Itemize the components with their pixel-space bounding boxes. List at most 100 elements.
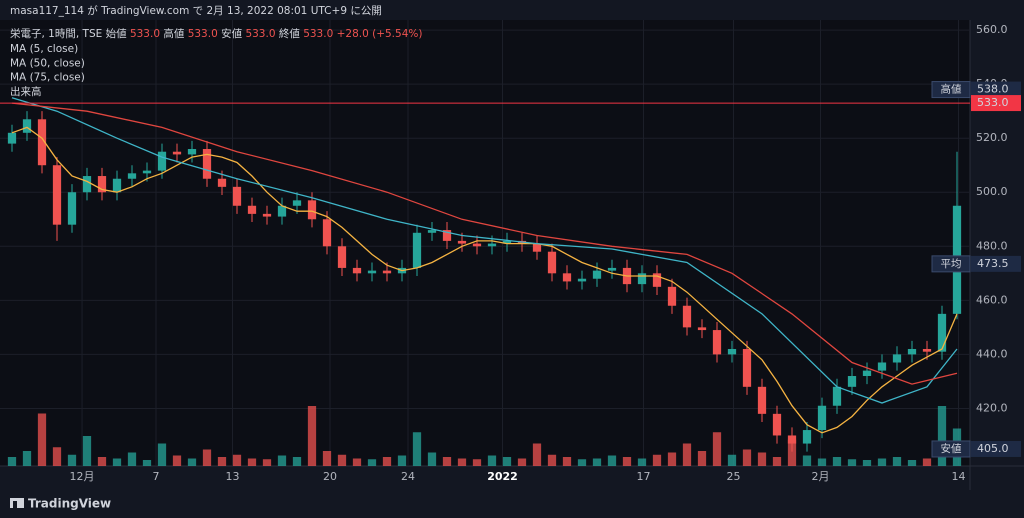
- candle-body: [37, 119, 47, 166]
- candle-body: [757, 386, 767, 414]
- volume-bar: [502, 457, 512, 466]
- volume-bar: [547, 454, 557, 466]
- price-value: 538.0: [977, 83, 1009, 96]
- candle-body: [472, 243, 482, 247]
- candle-body: [202, 149, 212, 179]
- volume-bar: [832, 457, 842, 466]
- legend-main: 栄電子, 1時間, TSE 始値 533.0 高値 533.0 安値 533.0…: [10, 27, 422, 40]
- ma-line: [11, 97, 958, 404]
- x-tick-label: 17: [637, 470, 651, 483]
- volume-bar: [937, 406, 947, 466]
- candle-body: [172, 151, 182, 155]
- legend-text: 始値: [106, 27, 127, 40]
- volume-bar: [922, 458, 932, 466]
- candle-body: [217, 178, 227, 187]
- candle-body: [142, 170, 152, 174]
- candle-body: [232, 186, 242, 206]
- volume-bar: [757, 452, 767, 466]
- candle-body: [367, 270, 377, 274]
- volume-bar: [802, 455, 812, 466]
- footer-logo: [10, 498, 24, 508]
- y-tick-label: 520.0: [976, 131, 1008, 144]
- x-tick-label: 14: [952, 470, 966, 483]
- plot-area: [0, 20, 970, 466]
- volume-bar: [112, 458, 122, 466]
- candle-body: [682, 305, 692, 328]
- candle-body: [262, 213, 272, 217]
- candle-body: [892, 354, 902, 363]
- candle-body: [802, 430, 812, 444]
- price-label-box: [931, 255, 971, 273]
- volume-bar: [367, 459, 377, 466]
- candle-body: [697, 327, 707, 331]
- candle-body: [322, 219, 332, 247]
- x-tick-label: 12月: [70, 470, 95, 483]
- candle-body: [337, 246, 347, 268]
- footer: TradingView: [28, 497, 111, 511]
- candle-body: [382, 270, 392, 274]
- candle-body: [292, 200, 302, 206]
- candle-body: [352, 267, 362, 274]
- candle-body: [727, 348, 737, 355]
- legend-line: MA (5, close): [10, 43, 78, 55]
- volume-bar: [277, 455, 287, 466]
- volume-bar: [352, 458, 362, 466]
- volume-bar: [442, 457, 452, 466]
- price-value-box: [971, 440, 1021, 457]
- volume-bar: [7, 457, 17, 466]
- candle-body: [307, 200, 317, 220]
- candle-body: [502, 240, 512, 244]
- volume-bar: [172, 455, 182, 466]
- volume-bar: [382, 457, 392, 466]
- volume-bar: [97, 457, 107, 466]
- candle-body: [127, 173, 137, 179]
- candle-body: [97, 176, 107, 193]
- candle-body: [412, 232, 422, 268]
- volume-bar: [127, 452, 137, 466]
- legend-text: 533.0: [245, 28, 275, 40]
- volume-bar: [517, 458, 527, 466]
- legend-text: 533.0: [188, 28, 218, 40]
- legend-text: 高値: [163, 27, 184, 40]
- candle-body: [427, 230, 437, 233]
- volume-bar: [247, 458, 257, 466]
- candle-body: [112, 178, 122, 193]
- candle-body: [652, 273, 662, 287]
- legend-line: MA (50, close): [10, 57, 85, 69]
- y-tick-label: 420.0: [976, 401, 1008, 414]
- price-label-box: [931, 81, 971, 99]
- volume-bar: [727, 454, 737, 466]
- candle-body: [547, 251, 557, 274]
- volume-bar: [37, 413, 47, 466]
- candle-body: [772, 413, 782, 436]
- candle-body: [532, 243, 542, 252]
- candle-body: [877, 362, 887, 371]
- legend-text: 533.0: [130, 28, 160, 40]
- volume-bar: [412, 432, 422, 466]
- candle-body: [442, 230, 452, 241]
- volume-bar: [592, 458, 602, 466]
- volume-bar: [622, 457, 632, 466]
- x-tick-label: 20: [323, 470, 337, 483]
- volume-bar: [337, 454, 347, 466]
- volume-bar: [22, 451, 32, 466]
- x-tick-label: 2月: [812, 470, 830, 483]
- candle-body: [607, 267, 617, 271]
- volume-bar: [232, 454, 242, 466]
- volume-bar: [472, 459, 482, 466]
- volume-bar: [577, 459, 587, 466]
- volume-bar: [742, 449, 752, 466]
- volume-bar: [322, 451, 332, 466]
- ma-line: [11, 102, 958, 385]
- price-label: 平均: [941, 258, 962, 270]
- volume-bar: [157, 443, 167, 466]
- volume-bar: [427, 452, 437, 466]
- candle-body: [187, 149, 197, 155]
- volume-bar: [202, 449, 212, 466]
- candle-body: [787, 435, 797, 444]
- x-tick-label: 7: [153, 470, 160, 483]
- volume-bar: [142, 460, 152, 466]
- volume-bar: [262, 459, 272, 466]
- volume-bar: [772, 457, 782, 466]
- candle-body: [247, 205, 257, 214]
